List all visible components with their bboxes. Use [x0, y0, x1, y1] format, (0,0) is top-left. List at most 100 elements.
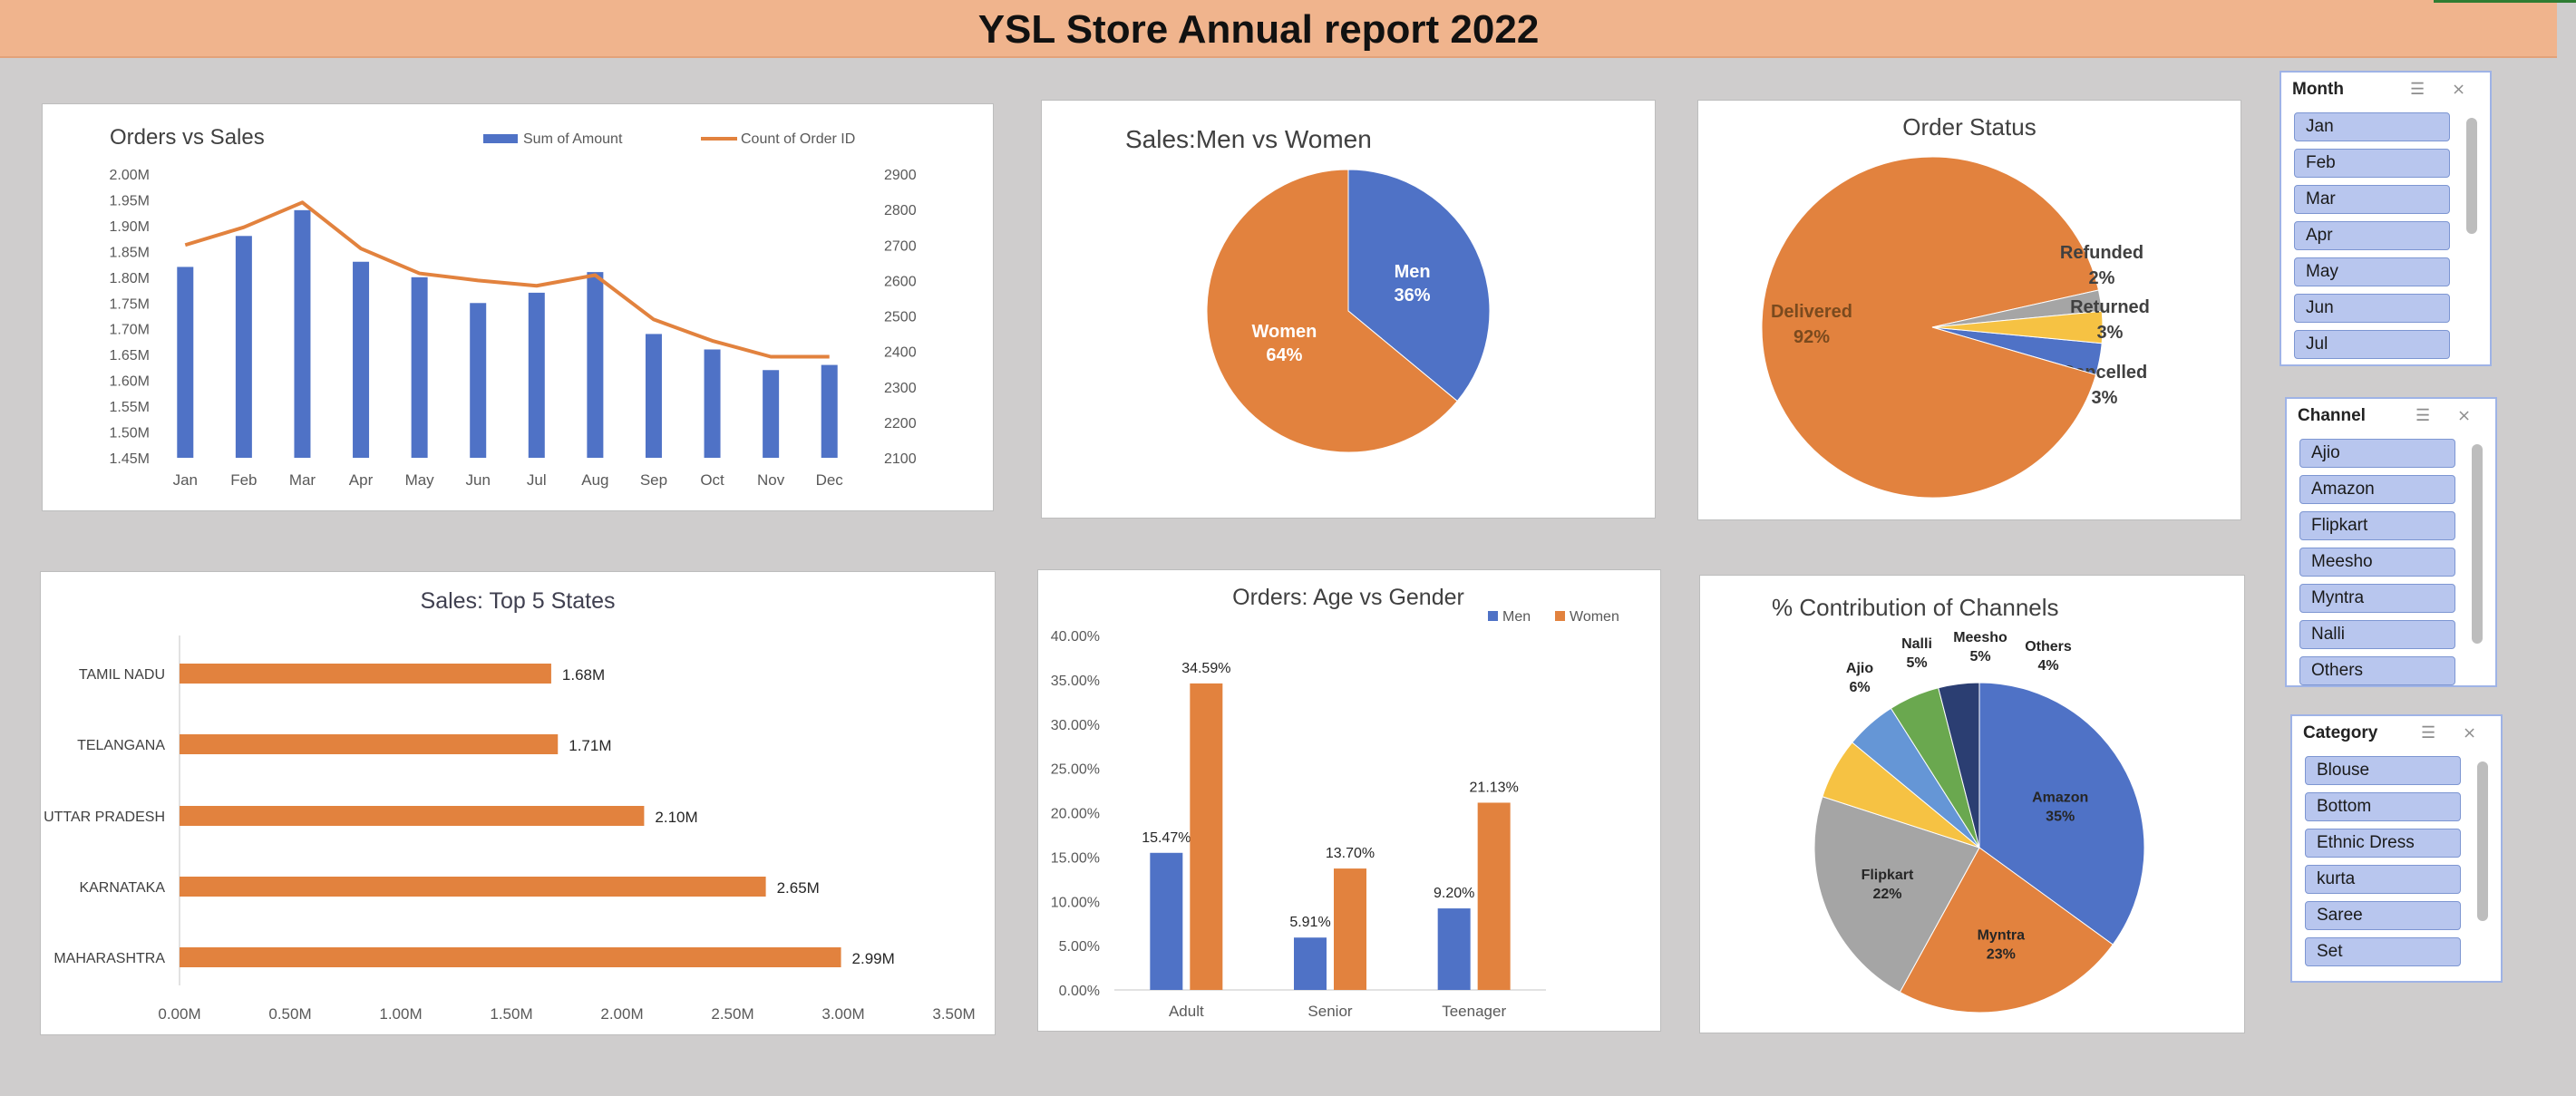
bar-jan: [177, 267, 194, 458]
age-vs-gender-chart: Orders: Age vs Gender Men Women 40.00% 35.00…: [1051, 585, 1619, 1020]
x-tick-label: 3.50M: [932, 1005, 975, 1023]
x-tick-label: Feb: [230, 471, 257, 489]
slicer-item-apr[interactable]: Apr: [2294, 221, 2450, 250]
month-slicer-items: Jan Feb Mar Apr May Jun Jul: [2294, 112, 2450, 364]
month-slicer-scrollbar[interactable]: [2466, 118, 2477, 234]
y-tick-label: 1.85M: [110, 245, 150, 260]
slicer-item-blouse[interactable]: Blouse: [2305, 756, 2461, 785]
data-label: 1.68M: [562, 666, 605, 684]
clear-filter-icon[interactable]: ⨯: [2452, 80, 2466, 98]
channel-slicer[interactable]: Channel ☰ ⨯ Ajio Amazon Flipkart Meesho …: [2285, 397, 2497, 687]
x-tick-label: 3.00M: [821, 1005, 864, 1023]
slice-name-label: Meesho: [1953, 630, 2007, 645]
x-tick-label: May: [405, 471, 435, 489]
bar-mar: [294, 209, 311, 458]
slice-value-label: 64%: [1266, 345, 1302, 365]
age-vs-gender-panel: Orders: Age vs Gender Men Women 40.00% 35.00…: [1037, 569, 1661, 1032]
x-tick-label: Sep: [640, 471, 667, 489]
x-tick-label: 0.50M: [268, 1005, 311, 1023]
slicer-item-others[interactable]: Others: [2299, 656, 2455, 685]
channel-contribution-panel: % Contribution of Channels Amazon 35% Myntr…: [1699, 575, 2245, 1033]
slice-value-label: 35%: [2046, 810, 2075, 825]
slice-name-label: Nalli: [1901, 636, 1932, 652]
slicer-item-may[interactable]: May: [2294, 257, 2450, 286]
y-tick-label: 10.00%: [1051, 895, 1100, 910]
multi-select-icon[interactable]: ☰: [2416, 406, 2431, 424]
chart-title: Orders vs Sales: [110, 125, 265, 150]
bar-adult-women: [1190, 683, 1223, 990]
report-banner: [0, 0, 2557, 58]
month-slicer[interactable]: Month ☰ ⨯ Jan Feb Mar Apr May Jun Jul: [2280, 71, 2492, 366]
data-label: 1.71M: [569, 737, 611, 754]
slice-returned: [1931, 310, 2104, 344]
y-tick-label: UTTAR PRADESH: [44, 810, 165, 825]
y-tick-label: 1.50M: [110, 426, 150, 441]
slicer-item-meesho[interactable]: Meesho: [2299, 548, 2455, 577]
bar-sep: [645, 334, 662, 458]
slice-men: [1347, 169, 1491, 403]
chart-title: % Contribution of Channels: [1772, 594, 2059, 621]
y-tick-label: 1.95M: [110, 193, 150, 209]
slice-delivered: [1761, 156, 2100, 499]
y-tick-label: 1.75M: [110, 296, 150, 312]
slicer-item-ethnic-dress[interactable]: Ethnic Dress: [2305, 829, 2461, 858]
slicer-item-mar[interactable]: Mar: [2294, 185, 2450, 214]
slice-flipkart: [1813, 796, 1980, 994]
y-tick-label: KARNATAKA: [79, 880, 165, 896]
slicer-item-flipkart[interactable]: Flipkart: [2299, 511, 2455, 540]
slice-value-label: 3%: [2097, 323, 2124, 343]
slice-name-label: Returned: [2070, 297, 2150, 317]
slicer-item-amazon[interactable]: Amazon: [2299, 475, 2455, 504]
slice-value-label: 92%: [1793, 327, 1830, 347]
y2-tick-label: 2900: [884, 168, 917, 183]
category-slicer-items: Blouse Bottom Ethnic Dress kurta Saree S…: [2305, 756, 2461, 981]
bar-jul: [528, 292, 545, 458]
slice-name-label: Flipkart: [1862, 868, 1914, 883]
legend-label-sum-of-amount: Sum of Amount: [523, 131, 623, 147]
slicer-item-nalli[interactable]: Nalli: [2299, 620, 2455, 649]
multi-select-icon[interactable]: ☰: [2410, 80, 2425, 98]
slicer-item-ajio[interactable]: Ajio: [2299, 439, 2455, 468]
x-tick-label: Apr: [349, 471, 374, 489]
x-tick-label: Jul: [527, 471, 547, 489]
orders-vs-sales-chart: Orders vs Sales Sum of Amount Count of Ord…: [110, 125, 917, 489]
data-label: 2.99M: [852, 950, 895, 967]
slicer-item-jun[interactable]: Jun: [2294, 294, 2450, 323]
y2-tick-label: 2400: [884, 345, 917, 361]
bar-apr: [353, 261, 370, 458]
slicer-item-kurta[interactable]: kurta: [2305, 865, 2461, 894]
bar-oct: [704, 349, 721, 458]
slicer-item-feb[interactable]: Feb: [2294, 149, 2450, 178]
category-slicer[interactable]: Category ☰ ⨯ Blouse Bottom Ethnic Dress …: [2290, 714, 2503, 983]
clear-filter-icon[interactable]: ⨯: [2463, 723, 2477, 742]
bar-senior-men: [1294, 937, 1327, 990]
chart-title: Order Status: [1902, 113, 2036, 141]
slicer-item-bottom[interactable]: Bottom: [2305, 792, 2461, 821]
slicer-item-jul[interactable]: Jul: [2294, 330, 2450, 359]
data-label: 5.91%: [1289, 915, 1330, 930]
multi-select-icon[interactable]: ☰: [2421, 723, 2436, 742]
orders-vs-sales-panel: Orders vs Sales Sum of Amount Count of Ord…: [42, 103, 994, 511]
y2-tick-label: 2200: [884, 416, 917, 432]
slice-value-label: 2%: [2089, 268, 2115, 288]
slice-value-label: 22%: [1872, 887, 1901, 902]
slice-others: [1938, 682, 1980, 849]
x-tick-label: Nov: [757, 471, 785, 489]
slice-value-label: 5%: [1906, 655, 1927, 671]
x-tick-label: Adult: [1169, 1003, 1204, 1020]
clear-filter-icon[interactable]: ⨯: [2457, 406, 2472, 424]
slicer-item-jan[interactable]: Jan: [2294, 112, 2450, 141]
y-tick-label: 40.00%: [1051, 629, 1100, 645]
y-tick-label: 5.00%: [1059, 939, 1100, 955]
x-tick-label: Teenager: [1442, 1003, 1506, 1020]
bar-karnataka: [180, 877, 766, 897]
channel-slicer-scrollbar[interactable]: [2472, 444, 2483, 644]
y-tick-label: 25.00%: [1051, 762, 1100, 778]
category-slicer-scrollbar[interactable]: [2477, 761, 2488, 921]
legend-label-women: Women: [1570, 609, 1619, 625]
slice-value-label: 23%: [1987, 947, 2016, 963]
slicer-item-set[interactable]: Set: [2305, 937, 2461, 966]
slicer-item-myntra[interactable]: Myntra: [2299, 584, 2455, 613]
x-tick-label: Jun: [465, 471, 490, 489]
slicer-item-saree[interactable]: Saree: [2305, 901, 2461, 930]
